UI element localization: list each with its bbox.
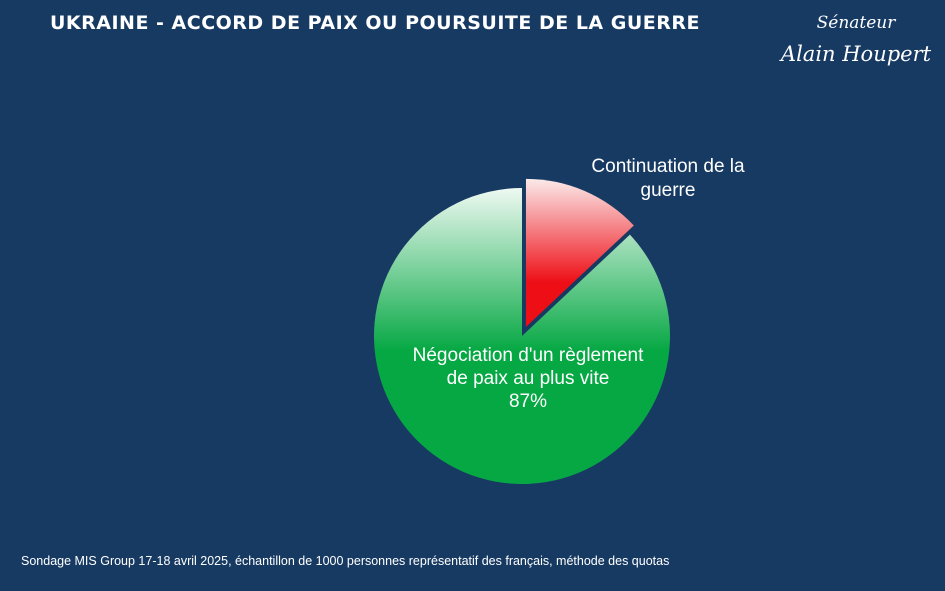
peace-label-line-2: de paix au plus vite [447, 368, 610, 389]
pie-slice-war [525, 178, 634, 327]
page-title: UKRAINE - ACCORD DE PAIX OU POURSUITE DE… [50, 12, 700, 34]
pie-slice-peace [374, 188, 670, 485]
signature-name: Alain Houpert [780, 42, 932, 66]
war-label-line-2: guerre [641, 180, 696, 201]
signature-title: Sénateur [816, 13, 896, 33]
peace-label-line-1: Négociation d'un règlement [413, 345, 644, 366]
source-footnote: Sondage MIS Group 17-18 avril 2025, écha… [21, 554, 670, 568]
war-label-line-1: Continuation de la [591, 156, 745, 177]
peace-value-label: 87% [509, 391, 547, 412]
signature: Sénateur Alain Houpert [772, 8, 940, 70]
